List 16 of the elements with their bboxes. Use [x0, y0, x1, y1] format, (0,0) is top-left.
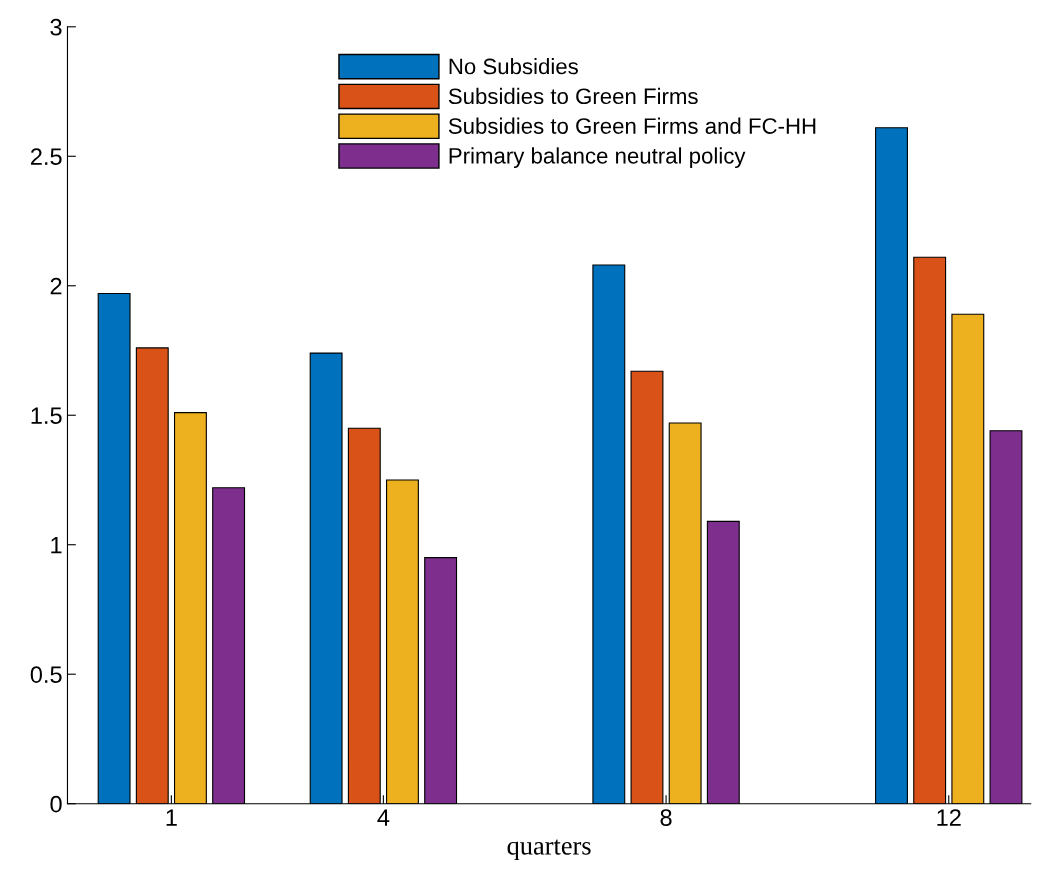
legend-label: Subsidies to Green Firms and FC-HH	[448, 117, 816, 134]
y-tick-label: 1	[51, 537, 62, 554]
y-tick-label: 2	[50, 277, 62, 295]
x-axis-title: quarters	[507, 839, 591, 861]
x-tick-label: 4	[377, 809, 390, 826]
y-tick-label: 3	[50, 18, 62, 36]
x-tick-label: 12	[937, 809, 961, 826]
legend-label: Subsidies to Green Firms	[448, 87, 698, 105]
y-tick-label: 0.5	[30, 666, 62, 683]
legend-label: Primary balance neutral policy	[449, 147, 746, 169]
y-tick-label: 0	[50, 795, 62, 813]
y-tick-label: 1.5	[31, 407, 62, 425]
y-tick-label: 2.5	[30, 148, 62, 166]
x-tick-label: 1	[166, 809, 177, 826]
legend-label: No Subsidies	[449, 58, 578, 75]
x-tick-label: 8	[660, 809, 672, 826]
